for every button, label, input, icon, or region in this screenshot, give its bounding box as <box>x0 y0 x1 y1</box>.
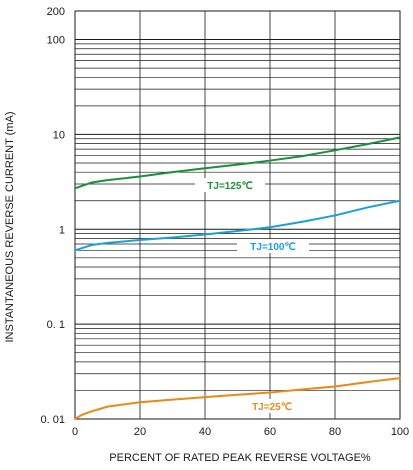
x-tick-label: 20 <box>134 426 146 438</box>
y-tick-label: 0. 01 <box>41 414 65 426</box>
y-tick-label: 10 <box>53 129 65 141</box>
y-tick-label: 100 <box>47 35 65 47</box>
y-tick-label: 200 <box>47 6 65 18</box>
series-line <box>74 136 401 190</box>
x-tick-label: 80 <box>329 426 341 438</box>
series-label-bg <box>195 178 265 192</box>
tick-layer: 0 20 40 60 80 100 0. 01 0. 1 1 10 100 200 <box>41 6 410 438</box>
y-axis-title: INSTANTANEOUS REVERSE CURRENT (mA) <box>4 111 16 342</box>
series-label: TJ=125℃ <box>207 181 252 192</box>
series-layer <box>74 136 401 420</box>
series-label-bg <box>237 239 309 253</box>
x-tick-label: 100 <box>391 426 409 438</box>
series-label: TJ=25℃ <box>252 402 292 413</box>
y-tick-label: 1 <box>59 224 65 236</box>
y-tick-label: 0. 1 <box>47 319 65 331</box>
plot-frame <box>74 10 401 420</box>
series-label-layer: TJ=125℃ TJ=100℃ TJ=25℃ <box>195 178 309 413</box>
series-label-bg <box>244 399 300 413</box>
x-tick-label: 0 <box>72 426 78 438</box>
x-tick-label: 60 <box>264 426 276 438</box>
grid-layer <box>74 10 401 420</box>
x-axis-title: PERCENT OF RATED PEAK REVERSE VOLTAGE% <box>109 452 371 464</box>
series-line <box>74 199 401 252</box>
series-line <box>74 377 401 420</box>
x-tick-label: 40 <box>199 426 211 438</box>
series-label: TJ=100℃ <box>250 242 295 253</box>
